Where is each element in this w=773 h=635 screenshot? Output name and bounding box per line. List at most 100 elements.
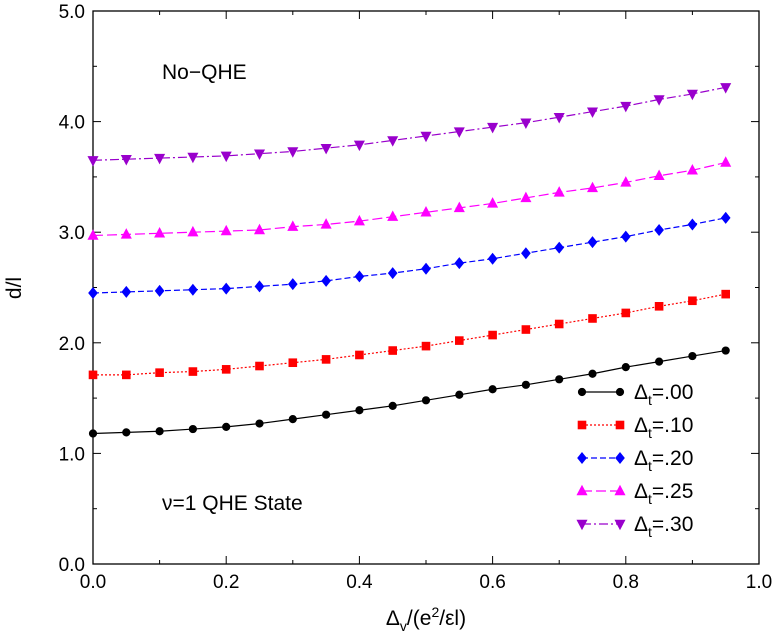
x-tick-label: 0.2: [213, 572, 239, 593]
data-point: [520, 118, 532, 129]
x-axis-label: Δv/(e2/εl): [386, 604, 466, 634]
x-tick-label: 0.0: [80, 572, 106, 593]
data-point: [686, 89, 698, 101]
data-point: [553, 186, 565, 197]
series-layer: [87, 83, 732, 438]
data-point: [621, 363, 630, 372]
legend-item: Δt=.20: [577, 447, 693, 474]
data-point: [488, 330, 497, 340]
data-point: [688, 296, 697, 306]
series-4: [87, 83, 732, 167]
data-point: [187, 225, 199, 237]
data-point: [455, 336, 464, 345]
data-point: [321, 274, 331, 287]
data-point: [288, 358, 298, 368]
data-point: [253, 149, 266, 160]
data-point: [320, 143, 332, 155]
legend-item: Δt=.10: [577, 414, 693, 441]
legend-item: Δt=.30: [576, 513, 693, 540]
x-tick-label: 0.8: [613, 572, 639, 593]
data-point: [620, 230, 631, 243]
series-line: [92, 86, 726, 161]
x-tick-label: 0.6: [479, 572, 505, 593]
data-point: [88, 429, 98, 438]
legend-marker: [576, 519, 588, 531]
data-point: [220, 224, 232, 236]
data-point: [720, 156, 732, 167]
data-point: [453, 201, 465, 213]
data-point: [88, 370, 98, 380]
data-point: [488, 385, 497, 394]
data-point: [120, 228, 132, 239]
data-point: [621, 308, 631, 318]
series-line: [93, 293, 726, 376]
data-point: [720, 211, 731, 224]
data-point: [654, 223, 664, 236]
data-point: [620, 176, 632, 187]
data-point: [353, 214, 365, 226]
data-point: [387, 267, 398, 280]
legend-label: Δt=.00: [634, 381, 693, 408]
legend-marker: [577, 420, 587, 430]
data-point: [455, 390, 464, 399]
data-point: [155, 427, 164, 436]
data-point: [686, 163, 698, 175]
data-point: [154, 153, 166, 165]
series-line: [92, 217, 726, 294]
legend-label: Δt=.10: [634, 414, 693, 441]
data-point: [487, 122, 499, 134]
data-point: [586, 181, 599, 193]
y-tick-label: 1.0: [59, 444, 85, 465]
data-point: [154, 284, 165, 297]
data-point: [487, 252, 498, 265]
legend-marker: [576, 484, 588, 496]
legend-marker: [577, 387, 587, 397]
series-line: [92, 349, 726, 435]
data-point: [387, 136, 399, 147]
data-point: [187, 152, 199, 164]
data-point: [421, 396, 431, 405]
y-tick-label: 2.0: [59, 334, 85, 355]
data-point: [122, 370, 131, 380]
data-point: [688, 351, 697, 361]
y-axis-label: d/l: [3, 277, 26, 299]
data-point: [655, 357, 664, 366]
data-point: [221, 365, 231, 374]
data-point: [254, 280, 265, 293]
legend-marker: [615, 387, 625, 397]
data-point: [387, 210, 399, 221]
data-point: [255, 419, 264, 428]
data-point: [320, 218, 332, 229]
data-point: [188, 367, 198, 376]
x-tick-label: 0.4: [346, 572, 373, 593]
data-point: [721, 346, 730, 355]
legend-label: Δt=.25: [634, 480, 693, 507]
legend-marker: [614, 484, 626, 496]
data-point: [454, 257, 465, 270]
data-point: [587, 236, 598, 249]
data-point: [588, 314, 597, 323]
legend-marker: [577, 452, 587, 464]
data-point: [420, 131, 432, 143]
data-point: [588, 369, 597, 378]
data-point: [288, 415, 297, 424]
data-point: [653, 169, 665, 180]
data-point: [388, 401, 397, 410]
legend-label: Δt=.20: [634, 447, 693, 474]
data-point: [222, 422, 231, 431]
legend-item: Δt=.00: [577, 381, 693, 408]
data-point: [420, 206, 432, 217]
data-point: [453, 127, 465, 138]
data-point: [521, 325, 531, 334]
data-point: [687, 218, 698, 231]
data-point: [521, 380, 531, 389]
data-point: [388, 346, 397, 355]
data-point: [321, 355, 331, 364]
data-point: [220, 151, 232, 163]
data-point: [154, 227, 166, 238]
data-point: [553, 112, 565, 124]
data-point: [122, 428, 131, 437]
data-point: [355, 350, 364, 360]
data-point: [421, 341, 431, 351]
